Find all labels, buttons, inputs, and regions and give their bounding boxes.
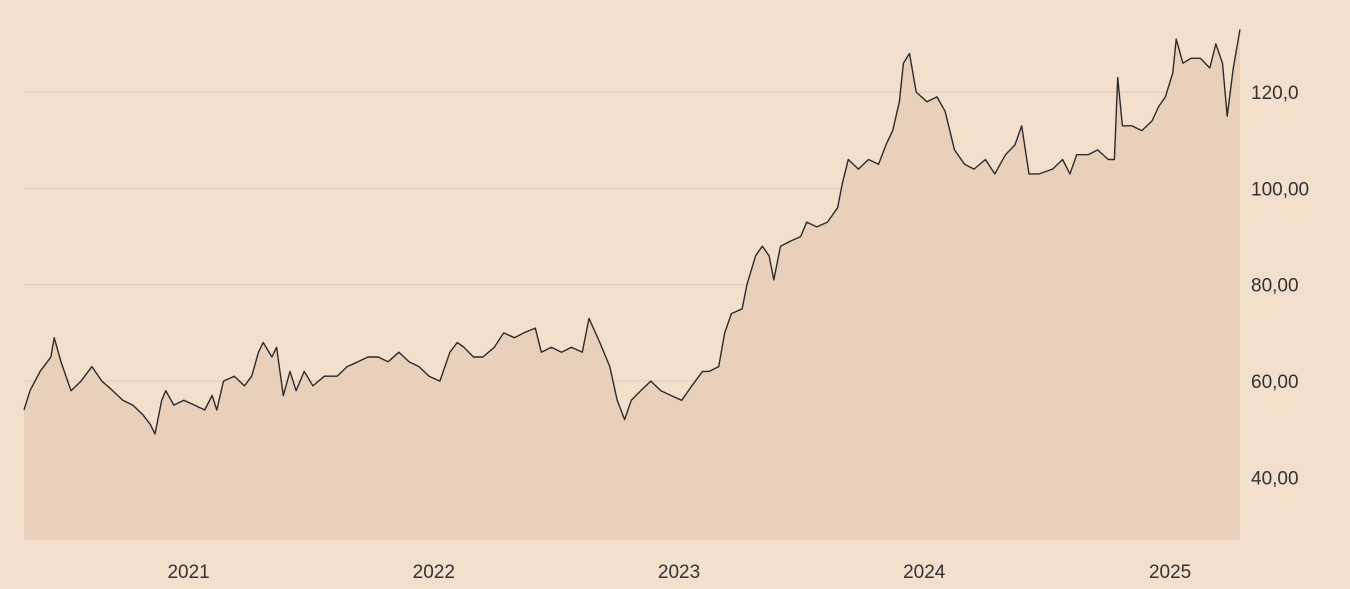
price-area-fill [24, 29, 1240, 541]
y-tick-label: 100,00 [1251, 179, 1309, 200]
y-tick-label: 40,00 [1251, 468, 1299, 489]
y-tick-label: 80,00 [1251, 276, 1299, 297]
y-axis-ticks: 40,00 60,00 80,00 100,00 120,0 [1251, 83, 1309, 489]
x-tick-label: 2025 [1149, 562, 1191, 583]
x-tick-label: 2022 [413, 562, 455, 583]
price-series-line [23, 29, 1241, 435]
x-tick-label: 2021 [167, 562, 209, 583]
x-tick-label: 2024 [903, 562, 946, 583]
y-tick-label: 60,00 [1251, 372, 1299, 393]
x-tick-label: 2023 [658, 562, 700, 583]
x-axis-ticks: 2021 2022 2023 2024 2025 [167, 562, 1191, 583]
y-tick-label: 120,0 [1251, 83, 1299, 104]
